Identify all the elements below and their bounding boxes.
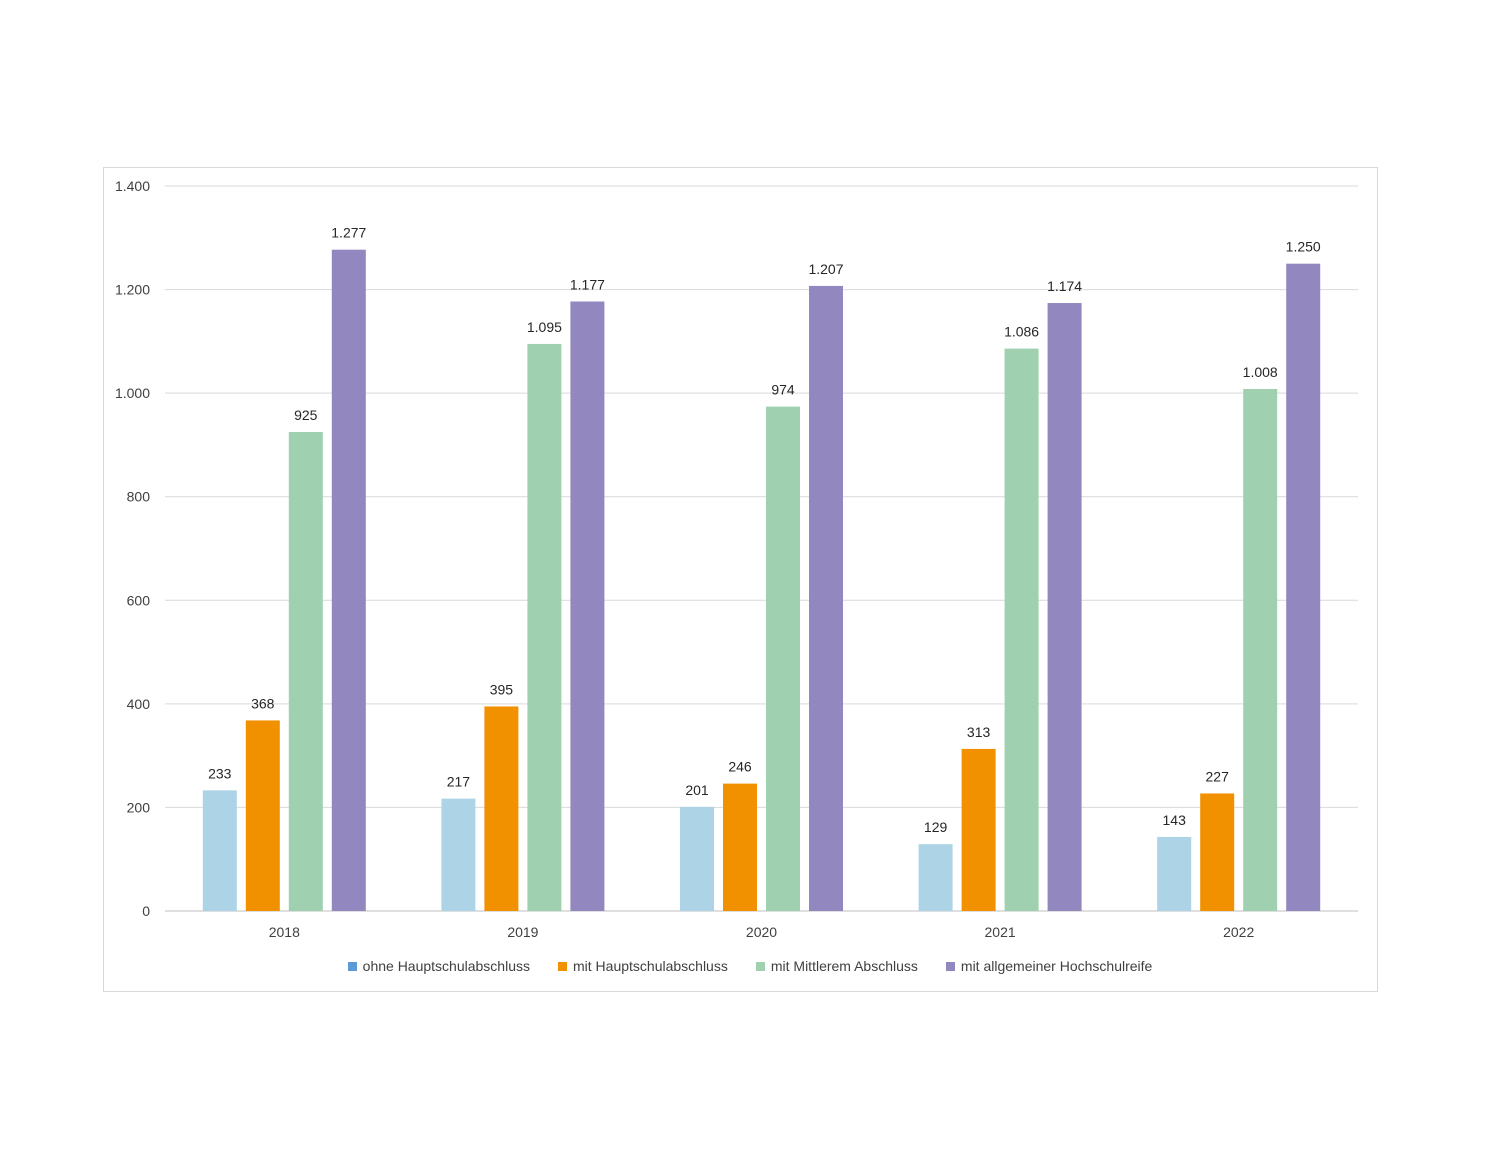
y-tick-label: 1.000 (115, 385, 150, 401)
legend-label: mit Mittlerem Abschluss (770, 958, 918, 974)
bar (288, 431, 323, 911)
data-label: 143 (1163, 812, 1187, 828)
bar (723, 783, 757, 911)
bar (331, 249, 366, 912)
x-axis-ticks: 2018 2019 2020 2021 2022 (269, 924, 1255, 940)
data-labels: 233 368 925 1.277 217 395 1.095 1.177 201 246 974 1… (208, 225, 1321, 835)
bar (1243, 389, 1278, 911)
bar (441, 798, 476, 911)
chart-legend: ohne Hauptschulabschluss mit Hauptschulab… (0, 958, 1500, 974)
data-label: 925 (294, 407, 318, 423)
bar (245, 720, 280, 911)
legend-swatch (558, 961, 567, 971)
bar (1157, 836, 1192, 911)
legend-item: mit allgemeiner Hochschulreife (945, 958, 1153, 974)
legend-swatch (755, 961, 765, 971)
data-label: 1.277 (331, 225, 366, 241)
bar (1286, 263, 1321, 911)
data-label: 1.095 (527, 319, 562, 335)
data-label: 129 (924, 819, 948, 835)
bar (202, 790, 237, 911)
legend-label: mit Hauptschulabschluss (573, 958, 728, 974)
data-label: 1.250 (1286, 239, 1321, 255)
y-tick-label: 800 (127, 489, 151, 505)
bar (1047, 303, 1082, 911)
x-tick-label: 2020 (746, 924, 777, 940)
y-tick-label: 1.400 (115, 178, 150, 194)
bar (1004, 348, 1039, 911)
bars (202, 249, 1321, 912)
y-tick-label: 200 (127, 799, 151, 815)
data-label: 395 (490, 681, 514, 697)
y-tick-label: 0 (142, 903, 150, 919)
data-label: 1.177 (570, 276, 605, 292)
legend-item: mit Hauptschulabschluss (558, 958, 728, 974)
bar (1200, 793, 1235, 911)
bar (680, 806, 714, 911)
data-label: 1.086 (1004, 324, 1039, 340)
x-tick-label: 2019 (507, 924, 538, 940)
bar (809, 285, 843, 912)
legend-swatch (945, 961, 955, 971)
data-label: 217 (447, 774, 471, 790)
data-label: 368 (251, 695, 275, 711)
legend-item: ohne Hauptschulabschluss (347, 958, 530, 974)
data-label: 233 (208, 765, 232, 781)
data-label: 227 (1206, 768, 1230, 784)
data-label: 1.008 (1243, 364, 1278, 380)
data-label: 1.174 (1047, 278, 1082, 294)
x-tick-label: 2018 (269, 924, 300, 940)
y-tick-label: 600 (127, 592, 151, 608)
legend-item: mit Mittlerem Abschluss (755, 958, 918, 974)
data-label: 201 (685, 782, 709, 798)
x-tick-label: 2021 (985, 924, 1016, 940)
y-tick-label: 400 (127, 696, 151, 712)
bar (918, 844, 953, 911)
bar (570, 301, 605, 911)
legend-label: mit allgemeiner Hochschulreife (960, 958, 1153, 974)
legend-label: ohne Hauptschulabschluss (362, 958, 530, 974)
bar (766, 406, 800, 911)
y-axis-ticks: 0 200 400 600 800 1.000 1.200 1.400 (115, 178, 150, 919)
data-label: 1.207 (808, 261, 843, 277)
bar (527, 343, 562, 912)
x-tick-label: 2022 (1223, 924, 1254, 940)
legend-swatch (347, 961, 357, 971)
data-label: 974 (771, 382, 795, 398)
data-label: 313 (967, 724, 991, 740)
bar (484, 706, 519, 911)
data-label: 246 (728, 759, 752, 775)
y-tick-label: 1.200 (115, 282, 150, 298)
bar (961, 748, 996, 911)
